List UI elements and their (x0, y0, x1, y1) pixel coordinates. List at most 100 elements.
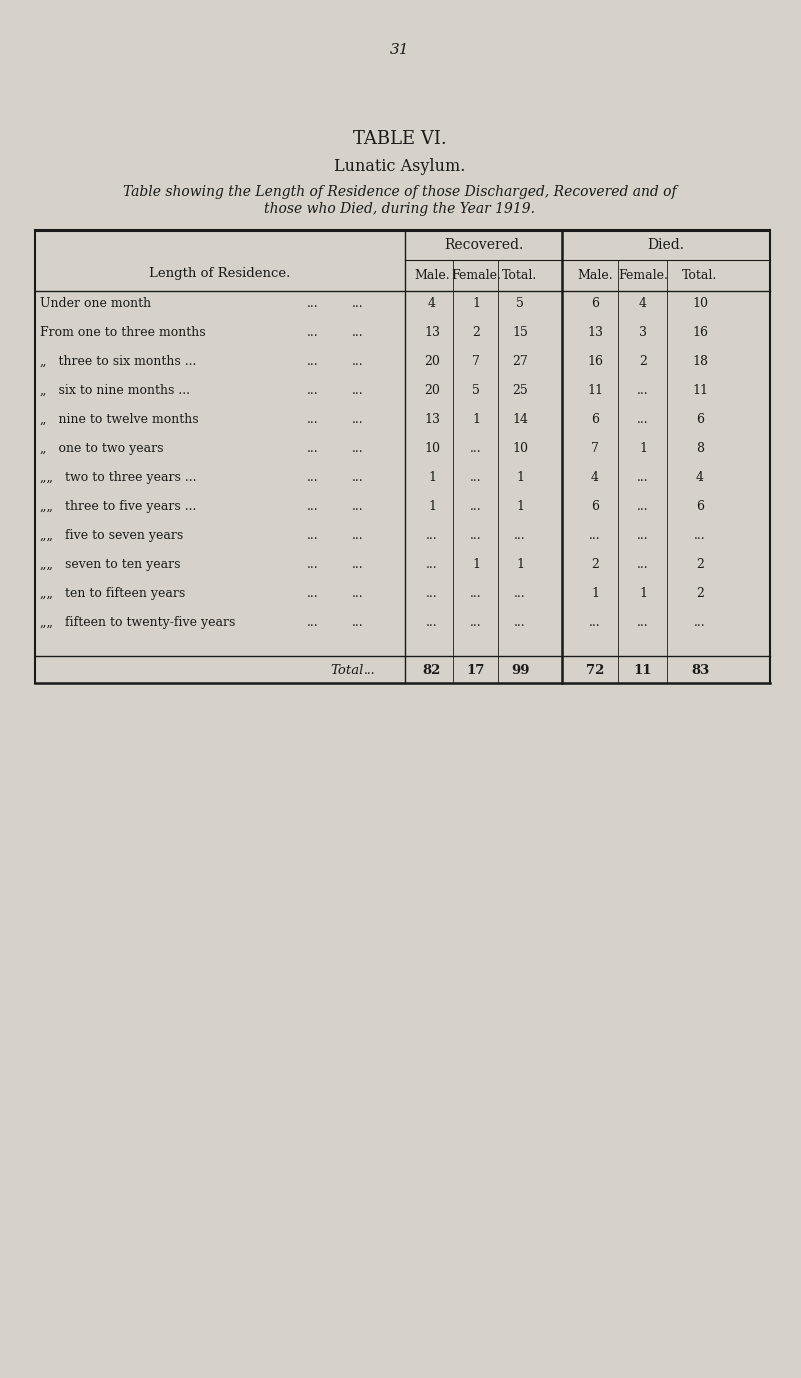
Text: 1: 1 (639, 587, 647, 599)
Text: 1: 1 (639, 441, 647, 455)
Text: Female.: Female. (451, 269, 501, 282)
Text: 7: 7 (591, 441, 599, 455)
Text: „„   seven to ten years: „„ seven to ten years (40, 558, 180, 570)
Text: 1: 1 (472, 558, 480, 570)
Text: 13: 13 (587, 325, 603, 339)
Text: 72: 72 (586, 664, 604, 677)
Text: „„   fifteen to twenty-five years: „„ fifteen to twenty-five years (40, 616, 235, 628)
Text: ...: ... (308, 499, 319, 513)
Text: ...: ... (514, 616, 525, 628)
Text: 27: 27 (512, 354, 528, 368)
Text: ...: ... (308, 325, 319, 339)
Text: 31: 31 (390, 43, 410, 56)
Text: Male.: Male. (414, 269, 450, 282)
Text: ...: ... (352, 470, 364, 484)
Text: 8: 8 (696, 441, 704, 455)
Text: ...: ... (694, 529, 706, 542)
Text: ...: ... (308, 616, 319, 628)
Text: ...: ... (694, 616, 706, 628)
Text: 2: 2 (696, 587, 704, 599)
Text: 10: 10 (424, 441, 440, 455)
Text: Total.: Total. (682, 269, 718, 282)
Text: 82: 82 (423, 664, 441, 677)
Text: 6: 6 (696, 412, 704, 426)
Text: Lunatic Asylum.: Lunatic Asylum. (334, 158, 465, 175)
Text: 83: 83 (691, 664, 709, 677)
Text: 4: 4 (696, 470, 704, 484)
Text: Total: Total (330, 664, 364, 677)
Text: 1: 1 (516, 470, 524, 484)
Text: ...: ... (470, 616, 482, 628)
Text: ...: ... (470, 587, 482, 599)
Text: Under one month: Under one month (40, 296, 151, 310)
Text: ...: ... (590, 529, 601, 542)
Text: „   six to nine months ...: „ six to nine months ... (40, 383, 190, 397)
Text: 13: 13 (424, 325, 440, 339)
Text: 3: 3 (639, 325, 647, 339)
Text: ...: ... (426, 616, 438, 628)
Text: ...: ... (352, 558, 364, 570)
Text: ...: ... (514, 587, 525, 599)
Text: 16: 16 (692, 325, 708, 339)
Text: 25: 25 (512, 383, 528, 397)
Text: Total.: Total. (502, 269, 537, 282)
Text: 6: 6 (591, 412, 599, 426)
Text: ...: ... (637, 383, 649, 397)
Text: ...: ... (470, 470, 482, 484)
Text: ...: ... (637, 470, 649, 484)
Text: 14: 14 (512, 412, 528, 426)
Text: Length of Residence.: Length of Residence. (149, 267, 291, 280)
Text: 1: 1 (516, 558, 524, 570)
Text: 17: 17 (467, 664, 485, 677)
Text: ...: ... (308, 296, 319, 310)
Text: 1: 1 (591, 587, 599, 599)
Text: ...: ... (590, 616, 601, 628)
Text: 4: 4 (591, 470, 599, 484)
Text: 10: 10 (512, 441, 528, 455)
Text: ...: ... (470, 499, 482, 513)
Text: 11: 11 (634, 664, 652, 677)
Text: 1: 1 (428, 499, 436, 513)
Text: ...: ... (470, 441, 482, 455)
Text: 1: 1 (472, 296, 480, 310)
Text: ...: ... (308, 354, 319, 368)
Text: ...: ... (352, 441, 364, 455)
Text: Died.: Died. (647, 238, 685, 252)
Text: ...: ... (352, 587, 364, 599)
Text: ...: ... (308, 558, 319, 570)
Text: ...: ... (352, 383, 364, 397)
Text: 20: 20 (424, 383, 440, 397)
Text: 6: 6 (696, 499, 704, 513)
Text: those who Died, during the Year 1919.: those who Died, during the Year 1919. (264, 203, 536, 216)
Text: ...: ... (352, 354, 364, 368)
Text: ...: ... (426, 558, 438, 570)
Text: 4: 4 (428, 296, 436, 310)
Text: 4: 4 (639, 296, 647, 310)
Text: ...: ... (637, 499, 649, 513)
Text: 2: 2 (591, 558, 599, 570)
Text: „„   two to three years ...: „„ two to three years ... (40, 470, 196, 484)
Text: 11: 11 (692, 383, 708, 397)
Text: Male.: Male. (578, 269, 613, 282)
Text: From one to three months: From one to three months (40, 325, 206, 339)
Text: „„   ten to fifteen years: „„ ten to fifteen years (40, 587, 185, 599)
Text: 1: 1 (428, 470, 436, 484)
Text: ...: ... (426, 529, 438, 542)
Text: 13: 13 (424, 412, 440, 426)
Text: 16: 16 (587, 354, 603, 368)
Text: ...: ... (308, 529, 319, 542)
Text: 18: 18 (692, 354, 708, 368)
Text: ...: ... (637, 529, 649, 542)
Text: ...: ... (637, 616, 649, 628)
Text: ...: ... (352, 296, 364, 310)
Text: Recovered.: Recovered. (444, 238, 523, 252)
Text: TABLE VI.: TABLE VI. (353, 130, 447, 147)
Text: „   three to six months ...: „ three to six months ... (40, 354, 196, 368)
Text: 5: 5 (516, 296, 524, 310)
Text: ...: ... (308, 587, 319, 599)
Text: ...: ... (637, 558, 649, 570)
Text: ...: ... (470, 529, 482, 542)
Text: 2: 2 (696, 558, 704, 570)
Text: ...: ... (426, 587, 438, 599)
Text: Table showing the Length of Residence of those Discharged, Recovered and of: Table showing the Length of Residence of… (123, 185, 677, 198)
